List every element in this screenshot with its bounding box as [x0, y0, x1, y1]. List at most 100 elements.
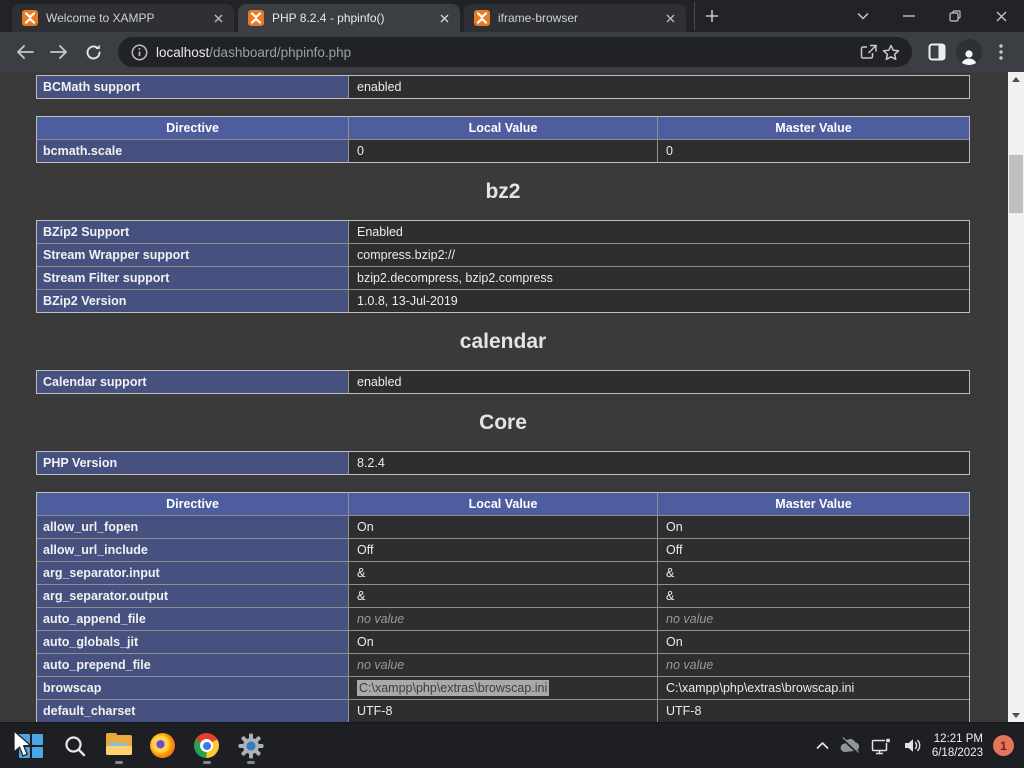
- value-cell: enabled: [349, 76, 969, 98]
- column-header: Master Value: [658, 117, 969, 139]
- close-window-button[interactable]: [978, 0, 1024, 32]
- reload-button[interactable]: [78, 37, 108, 67]
- xampp-favicon-icon: [474, 10, 490, 26]
- value-cell: bzip2.decompress, bzip2.compress: [349, 267, 969, 289]
- minimize-button[interactable]: [886, 0, 932, 32]
- vertical-scrollbar[interactable]: [1008, 72, 1024, 722]
- column-header: Directive: [37, 117, 348, 139]
- firefox-icon: [150, 733, 175, 758]
- phpinfo-table: PHP Version 8.2.4: [36, 451, 970, 475]
- running-indicator: [246, 760, 255, 764]
- value-cell: On: [658, 631, 969, 653]
- url-text: localhost/dashboard/phpinfo.php: [156, 45, 858, 60]
- directive-cell: arg_separator.input: [37, 562, 348, 584]
- ethernet-network-icon[interactable]: [871, 726, 893, 766]
- scrollbar-thumb[interactable]: [1009, 155, 1023, 213]
- taskbar-app-icons: [0, 726, 264, 766]
- value-cell: no value: [658, 608, 969, 630]
- back-button[interactable]: [10, 37, 40, 67]
- tab-welcome-to-xampp[interactable]: Welcome to XAMPP: [12, 4, 234, 32]
- value-cell: 8.2.4: [349, 452, 969, 474]
- tab-title: iframe-browser: [498, 11, 579, 25]
- value-cell: UTF-8: [349, 700, 657, 722]
- value-cell: no value: [658, 654, 969, 676]
- scroll-up-arrow-icon[interactable]: [1008, 72, 1024, 86]
- directive-cell: Stream Filter support: [37, 267, 348, 289]
- value-cell: &: [658, 585, 969, 607]
- tab-iframe-browser[interactable]: iframe-browser: [464, 4, 686, 32]
- volume-icon[interactable]: [903, 726, 922, 766]
- tab-close-icon[interactable]: [210, 10, 226, 26]
- phpinfo-section-heading: bz2: [485, 180, 521, 203]
- value-cell: no value: [349, 608, 657, 630]
- system-tray: 12:21 PM 6/18/2023 1: [816, 726, 1024, 766]
- column-header: Local Value: [349, 117, 657, 139]
- directive-cell: BZip2 Support: [37, 221, 348, 243]
- side-panel-icon[interactable]: [922, 37, 952, 67]
- directive-cell: Calendar support: [37, 371, 348, 393]
- restore-button[interactable]: [932, 0, 978, 32]
- value-cell: 0: [349, 140, 657, 162]
- column-header: Local Value: [349, 493, 657, 515]
- value-cell: On: [658, 516, 969, 538]
- settings-button[interactable]: [237, 726, 264, 766]
- profile-avatar-icon[interactable]: [956, 39, 982, 65]
- value-cell: &: [349, 585, 657, 607]
- search-button[interactable]: [61, 726, 88, 766]
- directive-cell: arg_separator.output: [37, 585, 348, 607]
- directive-cell: allow_url_include: [37, 539, 348, 561]
- phpinfo-table: BCMath support enabled: [36, 75, 970, 99]
- value-cell: UTF-8: [658, 700, 969, 722]
- search-icon: [64, 735, 85, 756]
- tab-strip: Welcome to XAMPP PHP 8.2.4 - phpinfo() i…: [0, 0, 1024, 32]
- value-cell: no value: [349, 654, 657, 676]
- bookmark-star-icon[interactable]: [880, 41, 902, 63]
- chrome-button[interactable]: [193, 726, 220, 766]
- tab-close-icon[interactable]: [436, 10, 452, 26]
- value-cell: enabled: [349, 371, 969, 393]
- firefox-button[interactable]: [149, 726, 176, 766]
- address-bar[interactable]: localhost/dashboard/phpinfo.php: [118, 37, 912, 67]
- phpinfo-section-heading: calendar: [459, 330, 547, 353]
- directive-cell: auto_append_file: [37, 608, 348, 630]
- directive-cell: auto_globals_jit: [37, 631, 348, 653]
- taskbar-clock[interactable]: 12:21 PM 6/18/2023: [932, 732, 983, 760]
- forward-button[interactable]: [44, 37, 74, 67]
- scroll-down-arrow-icon[interactable]: [1008, 708, 1024, 722]
- menu-dots-icon[interactable]: [986, 37, 1016, 67]
- notification-count-badge[interactable]: 1: [993, 735, 1014, 756]
- value-cell: &: [658, 562, 969, 584]
- file-explorer-button[interactable]: [105, 726, 132, 766]
- hidden-icons-chevron-icon[interactable]: [816, 726, 829, 766]
- value-cell: Off: [658, 539, 969, 561]
- phpinfo-table: Directive Local Value Master Value bcmath.s…: [36, 116, 970, 163]
- column-header: Master Value: [658, 493, 969, 515]
- onedrive-cloud-slash-icon[interactable]: [839, 726, 861, 766]
- directive-cell: allow_url_fopen: [37, 516, 348, 538]
- tab-close-icon[interactable]: [662, 10, 678, 26]
- site-info-icon[interactable]: [128, 41, 150, 63]
- window-controls: [840, 0, 1024, 32]
- selected-text: C:\xampp\php\extras\browscap.ini: [357, 680, 550, 696]
- value-cell: On: [349, 631, 657, 653]
- new-tab-button[interactable]: [694, 2, 722, 30]
- share-icon[interactable]: [858, 41, 880, 63]
- value-cell: C:\xampp\php\extras\browscap.ini: [658, 677, 969, 699]
- value-cell: compress.bzip2://: [349, 244, 969, 266]
- value-cell: Off: [349, 539, 657, 561]
- directive-cell: browscap: [37, 677, 348, 699]
- directive-cell: BCMath support: [37, 76, 348, 98]
- tab-phpinfo[interactable]: PHP 8.2.4 - phpinfo(): [238, 4, 460, 32]
- directive-cell: PHP Version: [37, 452, 348, 474]
- tab-title: Welcome to XAMPP: [46, 11, 155, 25]
- xampp-favicon-icon: [248, 10, 264, 26]
- xampp-favicon-icon: [22, 10, 38, 26]
- value-cell: 0: [658, 140, 969, 162]
- phpinfo-table: Calendar support enabled: [36, 370, 970, 394]
- tab-search-icon[interactable]: [840, 0, 886, 32]
- running-indicator: [114, 760, 123, 764]
- windows-taskbar: 12:21 PM 6/18/2023 1: [0, 722, 1024, 768]
- value-cell: &: [349, 562, 657, 584]
- phpinfo-section-heading: Core: [479, 411, 527, 434]
